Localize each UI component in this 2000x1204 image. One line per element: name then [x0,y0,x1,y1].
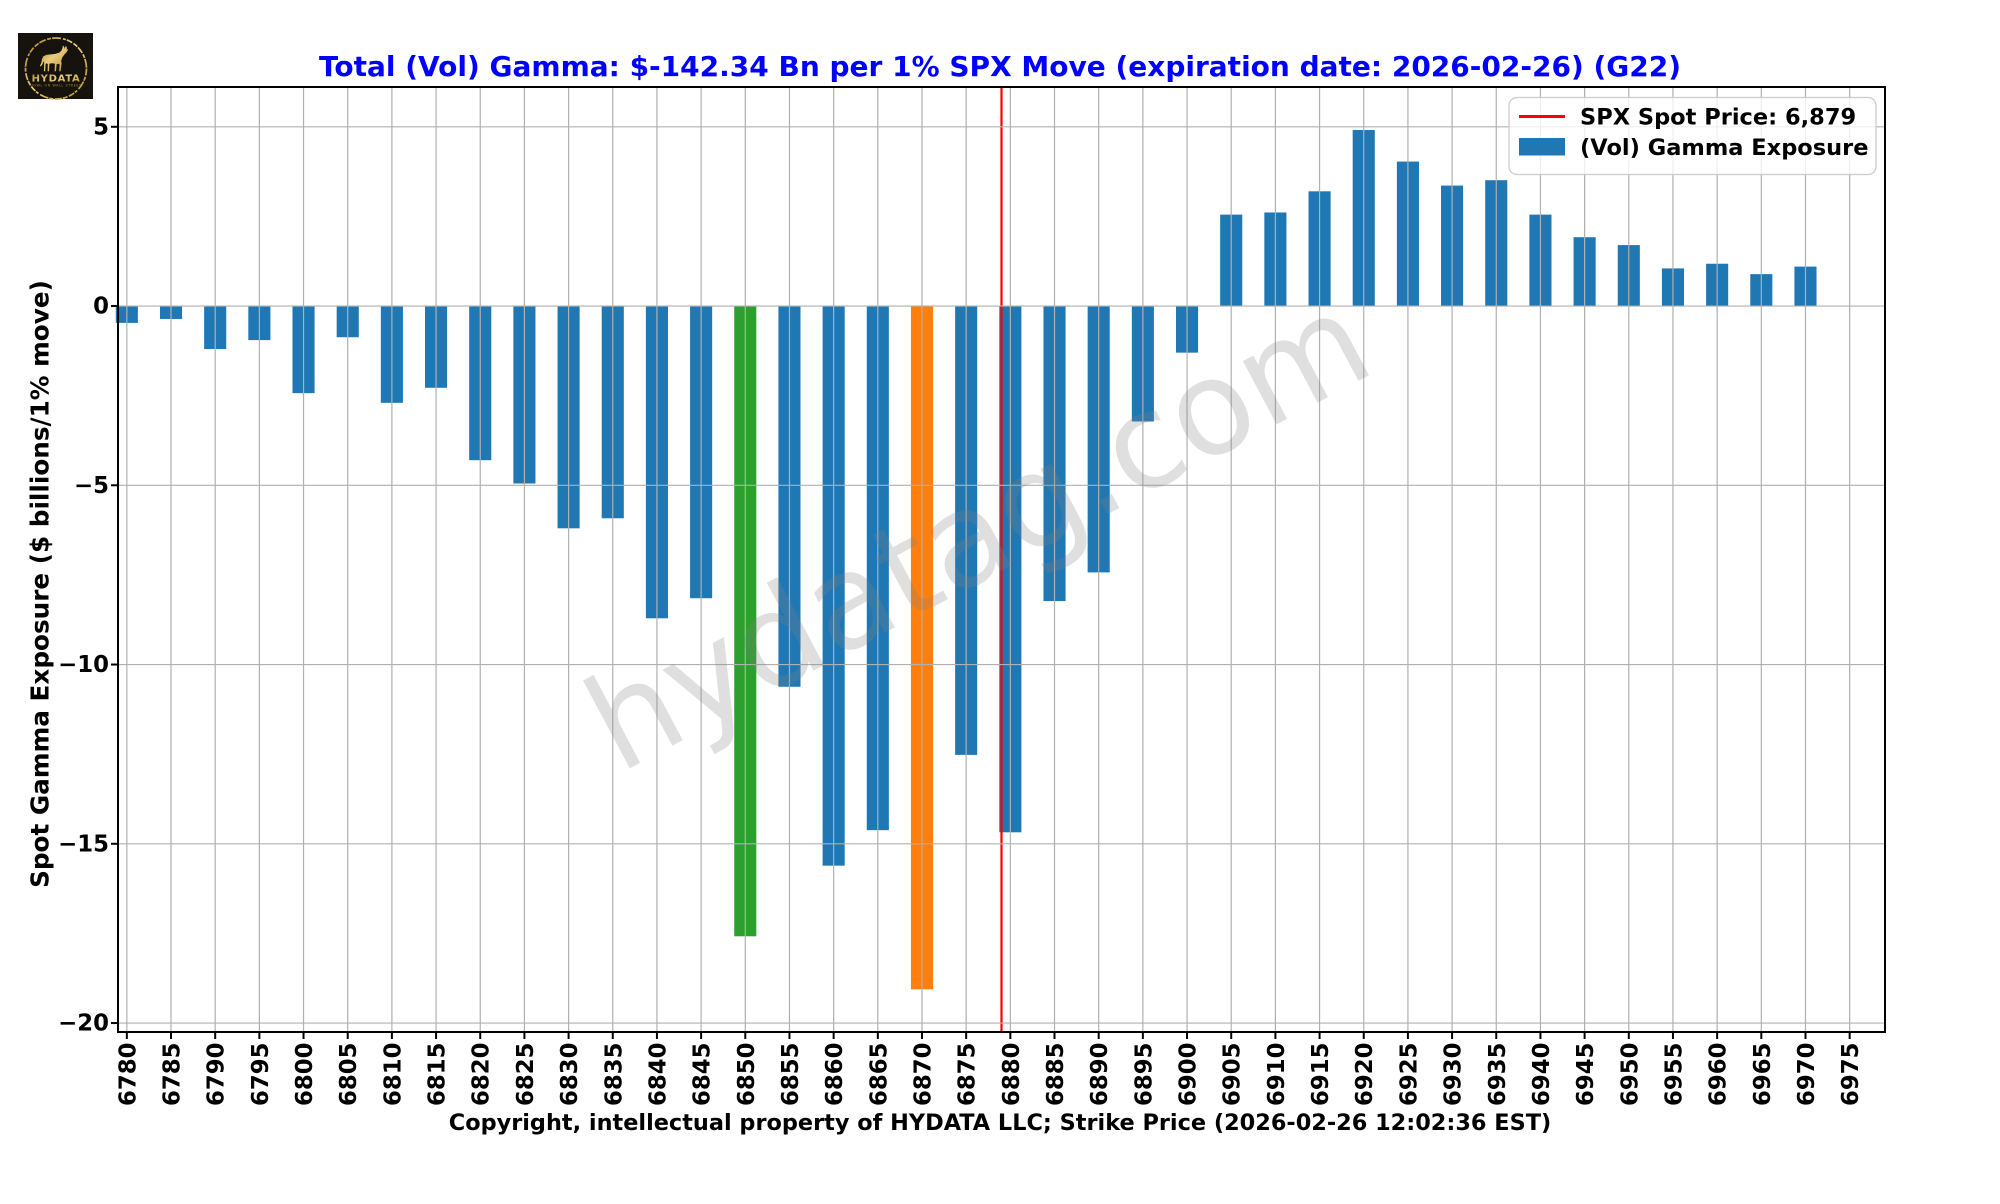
gridlines-group [118,87,1885,1032]
xtick-label-6835: 6835 [601,1043,627,1106]
xtick-label-6950: 6950 [1617,1043,1643,1106]
logo-ring [24,37,88,100]
bars-group [115,130,1817,990]
xtick-label-6845: 6845 [690,1043,716,1106]
xtick-label-6920: 6920 [1352,1043,1378,1106]
xtick-label-6935: 6935 [1485,1043,1511,1106]
legend-gamma-swatch [1519,138,1565,156]
xtick-label-6905: 6905 [1220,1043,1246,1106]
xtick-label-6930: 6930 [1441,1043,1467,1106]
xtick-label-6965: 6965 [1750,1043,1776,1106]
xtick-label-6890: 6890 [1087,1043,1113,1106]
xtick-label-6900: 6900 [1176,1043,1202,1106]
xtick-label-6805: 6805 [336,1043,362,1106]
xtick-label-6825: 6825 [513,1043,539,1106]
xtick-label-6830: 6830 [557,1043,583,1106]
chart-title: Total (Vol) Gamma: $-142.34 Bn per 1% SP… [319,50,1681,83]
hydata-logo: HYDATA HOWL ON WALL STREET [18,33,93,100]
legend-gamma-label: (Vol) Gamma Exposure [1580,135,1869,161]
xtick-label-6860: 6860 [822,1043,848,1106]
xtick-label-6940: 6940 [1529,1043,1555,1106]
xtick-label-6970: 6970 [1794,1043,1820,1106]
axes-spines [117,86,1886,1033]
xtick-label-6925: 6925 [1396,1043,1422,1106]
xtick-label-6870: 6870 [910,1043,936,1106]
xtick-label-6885: 6885 [1043,1043,1069,1106]
xtick-label-6780: 6780 [115,1043,141,1106]
xtick-label-6855: 6855 [778,1043,804,1106]
xtick-label-6820: 6820 [469,1043,495,1106]
ytick-label-5: 5 [93,114,109,140]
xtick-label-6790: 6790 [204,1043,230,1106]
logo-brand: HYDATA [32,73,81,84]
legend-box [1508,96,1877,176]
xtick-label-6910: 6910 [1264,1043,1290,1106]
ytick-label--15: −15 [58,831,109,857]
xtick-label-6795: 6795 [248,1043,274,1106]
ytick-label--10: −10 [58,652,109,678]
y-axis-label: Spot Gamma Exposure ($ billions/1% move) [26,280,55,888]
ytick-label-0: 0 [93,294,109,320]
xtick-label-6840: 6840 [645,1043,671,1106]
ytick-label--5: −5 [74,473,109,499]
xtick-label-6895: 6895 [1131,1043,1157,1106]
xtick-label-6880: 6880 [999,1043,1025,1106]
xtick-label-6960: 6960 [1706,1043,1732,1106]
xtick-label-6815: 6815 [425,1043,451,1106]
xtick-label-6955: 6955 [1661,1043,1687,1106]
x-axis-label: Copyright, intellectual property of HYDA… [449,1110,1551,1136]
wolf-icon [40,45,69,72]
xtick-label-6875: 6875 [955,1043,981,1106]
legend: SPX Spot Price: 6,879 (Vol) Gamma Exposu… [1508,96,1877,176]
xtick-label-6785: 6785 [160,1043,186,1106]
ytick-label--20: −20 [58,1011,109,1037]
xtick-label-6810: 6810 [380,1043,406,1106]
legend-spot-label: SPX Spot Price: 6,879 [1580,105,1856,131]
xtick-label-6945: 6945 [1573,1043,1599,1106]
xtick-label-6850: 6850 [734,1043,760,1106]
xtick-label-6915: 6915 [1308,1043,1334,1106]
xtick-label-6865: 6865 [866,1043,892,1106]
logo-tagline: HOWL ON WALL STREET [30,83,82,87]
xtick-label-6800: 6800 [292,1043,318,1106]
xtick-label-6975: 6975 [1838,1043,1864,1106]
